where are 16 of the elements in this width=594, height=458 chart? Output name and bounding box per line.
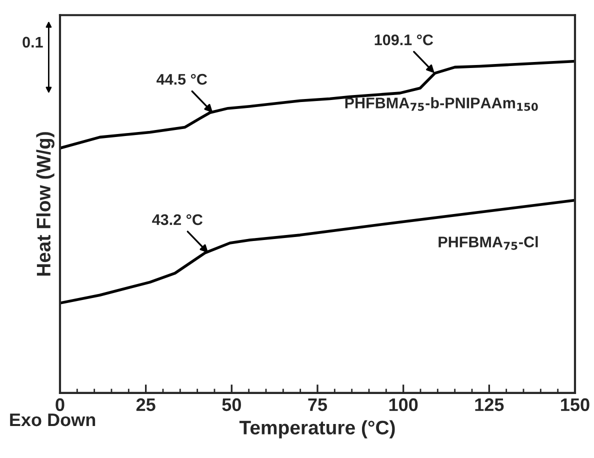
annotation: 109.1 °C (374, 34, 434, 46)
text: Exo Down (10, 414, 96, 426)
series-label: PHFBMA$_{75}$-b-PNIPAAm$_{150}$ (345, 97, 538, 111)
x-tick-label: 100 (389, 398, 418, 412)
y-axis-title: Heat Flow (W/g) (36, 132, 54, 276)
x-tick-label: 0 (56, 398, 64, 412)
x-tick-label: 50 (222, 398, 241, 412)
annotation: 44.5 °C (156, 74, 208, 85)
x-axis-title: Temperature (°C) (239, 420, 395, 438)
series-label: PHFBMA$_{75}$-Cl (438, 236, 538, 250)
x-tick-label: 150 (561, 398, 590, 412)
text: 0.1 (22, 36, 43, 48)
x-tick-label: 25 (136, 398, 156, 412)
x-tick-label: 75 (308, 398, 328, 412)
annotation: 43.2 °C (152, 214, 203, 226)
x-tick-label: 125 (475, 398, 504, 412)
